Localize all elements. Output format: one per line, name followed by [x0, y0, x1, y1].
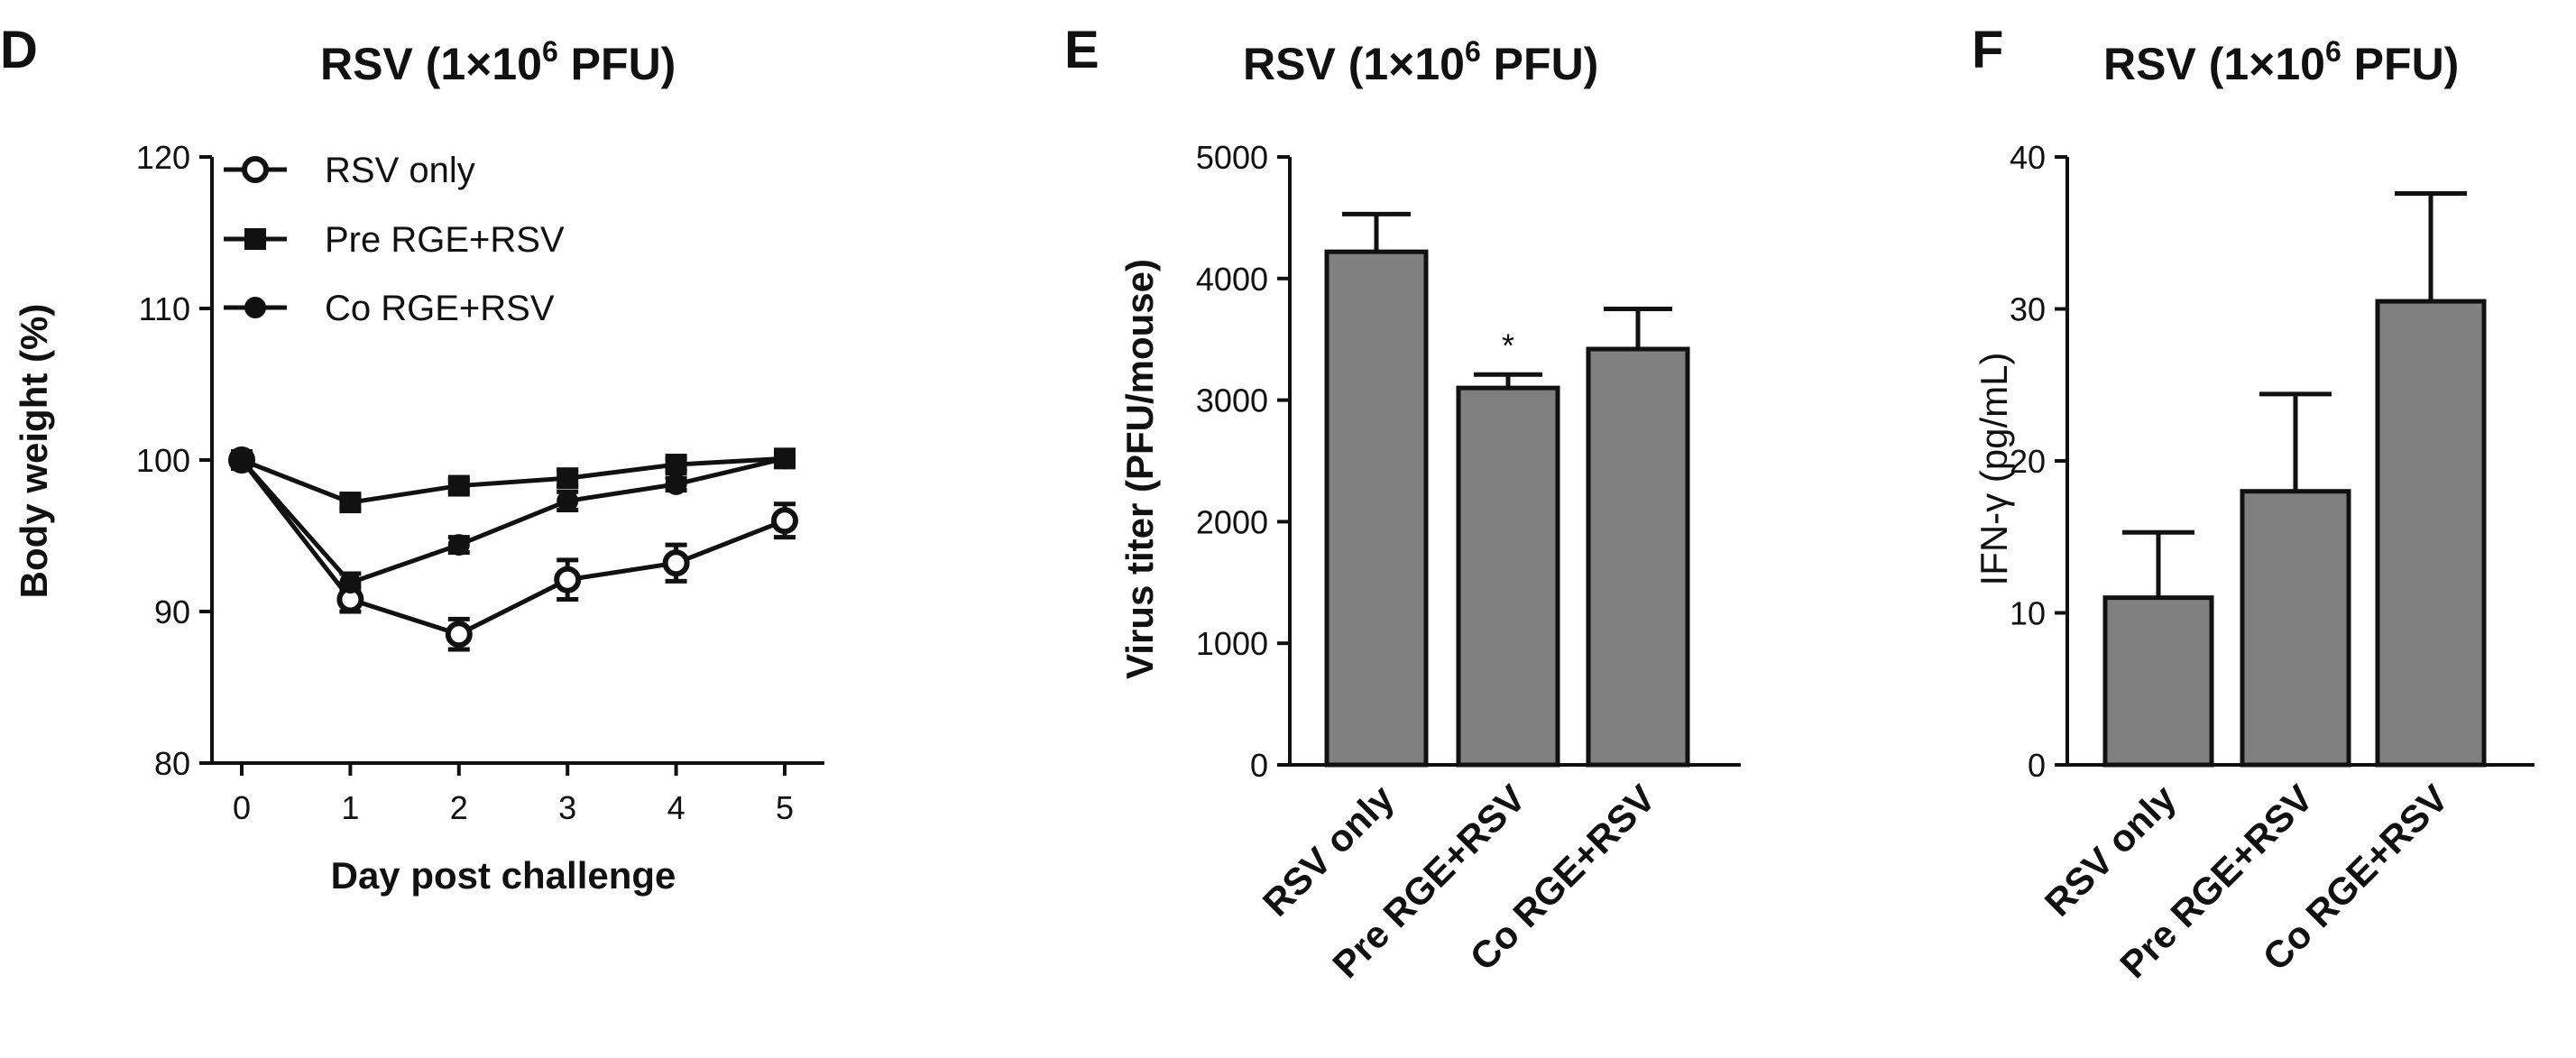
- significance-asterisk: *: [1502, 327, 1514, 363]
- data-point-filled-circle: [447, 534, 470, 557]
- bar: [1586, 346, 1690, 768]
- data-point-filled-circle: [774, 447, 796, 470]
- y-tick-label: 100: [136, 442, 190, 479]
- y-tick-label: 10: [2010, 595, 2046, 632]
- panel-d-ylabel: Body weight (%): [13, 304, 55, 599]
- y-tick-label: 2000: [1196, 503, 1268, 540]
- panel-f-y-ticks: 0 10 20 30 40: [2010, 139, 2067, 784]
- panel-e-bars: *: [1324, 211, 1690, 768]
- y-tick-label: 0: [1250, 747, 1268, 784]
- bar: [2102, 595, 2214, 768]
- y-tick-label: 3000: [1196, 382, 1268, 419]
- bar: [2240, 489, 2351, 768]
- panel-d: D RSV (1×106 PFU) Body weight (%) Day po…: [0, 21, 824, 897]
- panel-d-y-ticks: 80 90 100 110 120: [136, 139, 212, 782]
- data-point-filled-circle: [339, 572, 362, 594]
- data-point-filled-square: [339, 492, 362, 514]
- x-category-label: RSV only: [2037, 777, 2185, 925]
- x-tick-label: 3: [558, 789, 576, 826]
- y-tick-label: 5000: [1196, 139, 1268, 176]
- legend-item-co-rge: Co RGE+RSV: [224, 289, 555, 328]
- data-point-filled-square: [557, 467, 579, 490]
- filled-circle-marker-icon: [244, 297, 266, 318]
- panel-d-legend: RSV only Pre RGE+RSV Co RGE+RSV: [224, 151, 565, 328]
- panel-e: E RSV (1×106 PFU) Virus titer (PFU/mouse…: [1064, 21, 1741, 986]
- y-tick-label: 20: [2010, 443, 2046, 480]
- panel-e-title: RSV (1×106 PFU): [1243, 35, 1598, 89]
- panel-f-letter: F: [1972, 21, 2003, 79]
- panel-d-x-ticks: 0 1 2 3 4 5: [233, 763, 794, 826]
- y-tick-label: 80: [154, 745, 190, 782]
- data-point-filled-square: [447, 474, 470, 497]
- legend-label-pre-rge: Pre RGE+RSV: [325, 220, 565, 260]
- data-point-filled-circle: [557, 490, 579, 512]
- x-tick-label: 4: [667, 789, 685, 826]
- y-tick-label: 30: [2010, 291, 2046, 328]
- panel-f-ylabel: IFN-γ (pg/mL): [1973, 352, 2015, 585]
- legend-label-rsv-only: RSV only: [325, 151, 475, 190]
- x-tick-label: 0: [233, 789, 251, 826]
- bar: [1456, 385, 1560, 768]
- data-point-filled-circle: [231, 449, 253, 471]
- panel-d-series: [228, 446, 798, 652]
- x-tick-label: 5: [776, 789, 794, 826]
- panel-d-xlabel: Day post challenge: [331, 854, 676, 897]
- panel-f-title: RSV (1×106 PFU): [2103, 35, 2459, 89]
- y-tick-label: 40: [2010, 139, 2046, 176]
- legend-item-pre-rge: Pre RGE+RSV: [224, 220, 565, 260]
- bar: [2375, 299, 2487, 768]
- y-tick-label: 4000: [1196, 261, 1268, 298]
- series-line-1: [241, 455, 786, 505]
- y-tick-label: 90: [154, 593, 190, 630]
- panel-d-title: RSV (1×106 PFU): [320, 35, 676, 89]
- data-point-open-circle: [445, 621, 473, 649]
- y-tick-label: 0: [2028, 747, 2046, 784]
- panel-f-bars: [2102, 190, 2487, 768]
- legend-item-rsv-only: RSV only: [224, 151, 475, 190]
- open-circle-marker-icon: [242, 156, 269, 183]
- data-point-filled-circle: [665, 473, 687, 495]
- data-point-open-circle: [771, 507, 798, 535]
- panel-e-ylabel: Virus titer (PFU/mouse): [1118, 259, 1161, 679]
- panel-f: F RSV (1×106 PFU) IFN-γ (pg/mL) 0 10 20 30 4…: [1972, 21, 2535, 986]
- x-tick-label: 2: [450, 789, 468, 826]
- panel-e-letter: E: [1064, 21, 1099, 79]
- legend-label-co-rge: Co RGE+RSV: [325, 289, 555, 328]
- y-tick-label: 120: [136, 139, 190, 176]
- panel-d-letter: D: [0, 21, 38, 79]
- bar: [1324, 249, 1429, 768]
- data-point-open-circle: [662, 549, 690, 577]
- x-tick-label: 1: [341, 789, 359, 826]
- series-line-0: [240, 458, 786, 637]
- y-tick-label: 110: [139, 290, 190, 327]
- panel-e-y-ticks: 0 1000 2000 3000 4000 5000: [1196, 139, 1290, 784]
- data-point-filled-square: [665, 454, 687, 476]
- series-line-2: [240, 455, 786, 585]
- y-tick-label: 1000: [1196, 625, 1268, 662]
- data-point-open-circle: [554, 566, 582, 593]
- filled-square-marker-icon: [244, 228, 266, 250]
